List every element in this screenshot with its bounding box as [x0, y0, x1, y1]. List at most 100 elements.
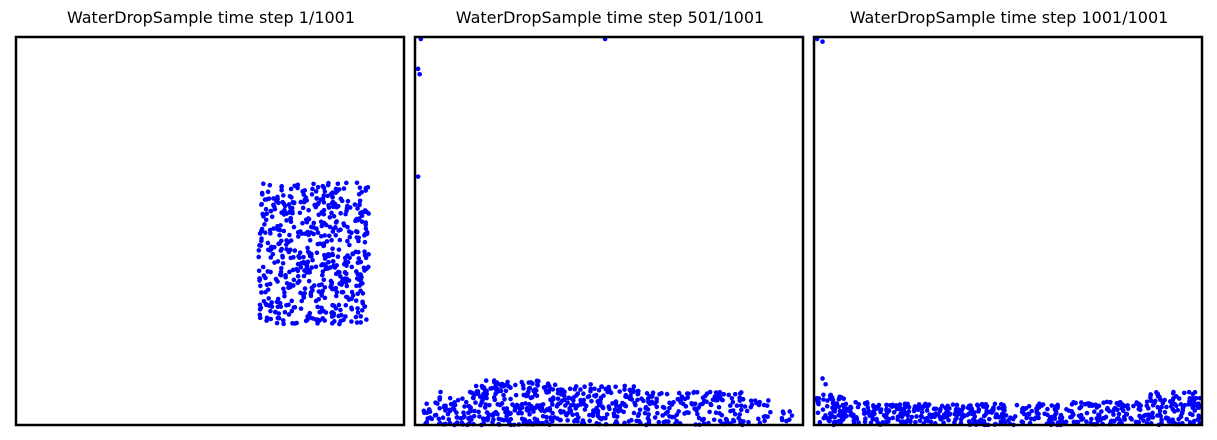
data-point: [476, 409, 481, 415]
data-point: [691, 390, 696, 396]
data-point: [820, 407, 826, 412]
data-point: [437, 395, 443, 400]
data-point: [355, 206, 360, 211]
data-point: [537, 406, 543, 412]
data-point: [729, 395, 735, 401]
data-point: [308, 290, 314, 295]
data-point: [582, 384, 587, 390]
data-point: [676, 409, 681, 414]
data-point: [823, 381, 828, 387]
data-point: [816, 401, 821, 407]
data-point: [902, 411, 907, 417]
data-point: [711, 417, 717, 423]
data-point: [746, 419, 751, 425]
data-point: [976, 419, 982, 424]
data-point: [989, 410, 995, 415]
data-point: [488, 386, 493, 391]
data-point: [333, 233, 339, 238]
data-point: [450, 405, 456, 411]
data-point: [263, 206, 269, 212]
data-point: [343, 259, 348, 264]
data-point: [721, 391, 727, 397]
data-point: [258, 305, 264, 311]
data-point: [278, 272, 284, 278]
data-point: [1134, 400, 1139, 405]
data-point: [1101, 400, 1106, 406]
data-point: [286, 285, 291, 291]
data-point: [322, 318, 327, 323]
data-point: [272, 206, 278, 212]
data-point: [292, 183, 297, 189]
data-point: [497, 402, 503, 408]
data-point: [484, 391, 490, 397]
data-point: [821, 397, 826, 402]
data-point: [269, 214, 275, 220]
data-point: [284, 280, 290, 286]
data-point: [544, 419, 549, 424]
data-point: [654, 396, 659, 402]
data-point: [296, 278, 302, 284]
data-point: [1167, 399, 1173, 404]
data-point: [1014, 402, 1020, 408]
data-point: [581, 397, 587, 403]
data-point: [338, 210, 343, 216]
data-point: [987, 416, 992, 422]
data-point: [667, 400, 672, 406]
data-point: [287, 269, 292, 275]
data-point: [744, 408, 750, 414]
data-point: [321, 207, 327, 213]
data-point: [295, 261, 301, 267]
data-point: [298, 265, 304, 270]
data-point: [578, 397, 583, 403]
data-point: [692, 406, 697, 411]
data-point: [856, 402, 862, 407]
data-point: [499, 417, 504, 422]
data-point: [825, 398, 830, 403]
data-point: [886, 416, 892, 422]
data-point: [600, 415, 606, 421]
subplot-1: WaterDropSample time step 1/1001: [14, 0, 407, 440]
data-point: [631, 384, 637, 389]
data-point: [440, 415, 446, 421]
data-point: [737, 398, 743, 403]
data-point: [359, 219, 365, 224]
data-point: [354, 320, 360, 325]
data-point: [504, 414, 509, 419]
data-point: [862, 411, 868, 416]
data-point: [1057, 415, 1063, 421]
data-point: [787, 409, 793, 414]
data-point: [353, 298, 359, 303]
data-point: [446, 417, 452, 422]
data-point: [261, 214, 266, 219]
data-point: [519, 401, 525, 407]
data-point: [483, 378, 489, 383]
data-point: [345, 198, 351, 204]
data-point: [1190, 412, 1195, 418]
data-point: [622, 383, 628, 389]
data-point: [617, 389, 622, 394]
data-point: [666, 419, 671, 424]
data-point: [289, 308, 295, 314]
data-point: [717, 418, 723, 424]
data-point: [707, 409, 712, 415]
data-point: [306, 216, 311, 221]
data-point: [330, 229, 336, 234]
data-point: [256, 254, 262, 260]
data-point: [663, 411, 669, 416]
data-point: [890, 415, 896, 421]
data-point: [309, 192, 315, 197]
data-point: [613, 419, 619, 424]
data-point: [286, 249, 292, 255]
data-point: [334, 263, 339, 268]
data-point: [501, 406, 507, 412]
data-point: [583, 403, 589, 409]
data-point: [589, 398, 594, 404]
data-point: [349, 319, 354, 324]
data-point: [437, 405, 442, 411]
data-point: [820, 376, 825, 381]
data-point: [941, 412, 947, 418]
data-point: [344, 180, 349, 186]
data-point: [282, 293, 287, 299]
data-point: [304, 265, 310, 271]
data-point: [259, 290, 264, 295]
